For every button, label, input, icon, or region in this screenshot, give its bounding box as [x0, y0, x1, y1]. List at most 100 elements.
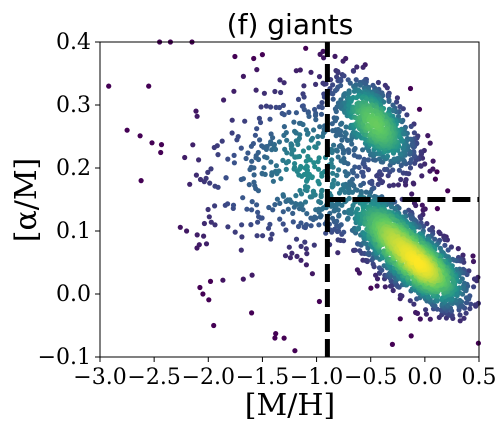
scatter-point	[270, 207, 276, 213]
scatter-point	[374, 283, 380, 289]
scatter-point	[360, 64, 366, 70]
scatter-point	[304, 251, 310, 257]
scatter-point	[394, 99, 400, 105]
scatter-point	[368, 285, 374, 291]
scatter-point	[238, 247, 244, 253]
scatter-point	[303, 262, 309, 268]
scatter-point	[475, 340, 481, 346]
scatter-point	[427, 140, 433, 146]
scatter-point	[223, 175, 229, 181]
scatter-point	[256, 214, 262, 220]
scatter-point	[316, 198, 322, 205]
scatter-point	[230, 202, 237, 208]
scatter-point	[346, 195, 352, 202]
scatter-point	[295, 96, 302, 102]
scatter-point	[205, 169, 211, 175]
scatter-point	[408, 157, 414, 163]
chart-title: (f) giants	[227, 8, 354, 41]
scatter-point	[281, 335, 287, 341]
scatter-point	[193, 172, 199, 178]
scatter-point	[158, 142, 165, 148]
scatter-point	[360, 173, 366, 179]
scatter-point	[283, 166, 289, 172]
scatter-point	[225, 224, 231, 230]
scatter-point	[281, 80, 287, 86]
scatter-point	[389, 341, 395, 347]
scatter-point	[292, 348, 298, 354]
scatter-point	[225, 201, 231, 207]
scatter-point	[302, 199, 309, 205]
scatter-point	[455, 246, 461, 252]
scatter-point	[267, 141, 274, 147]
scatter-point	[277, 200, 283, 206]
scatter-point	[282, 253, 289, 259]
x-tick-label: −2.0	[182, 365, 235, 390]
scatter-point	[354, 64, 360, 70]
scatter-point	[409, 141, 415, 148]
scatter-point	[281, 112, 287, 118]
scatter-point	[419, 240, 425, 246]
scatter-point	[315, 166, 322, 172]
scatter-point	[316, 222, 322, 228]
scatter-point	[272, 88, 278, 95]
scatter-point	[463, 310, 469, 316]
scatter-point	[206, 297, 212, 303]
scatter-point	[312, 144, 318, 150]
scatter-point	[304, 131, 311, 137]
scatter-point	[471, 284, 477, 290]
scatter-point	[312, 214, 318, 220]
scatter-point	[391, 156, 397, 162]
scatter-point	[146, 83, 152, 89]
y-tick-label: 0.1	[56, 219, 91, 244]
scatter-point	[278, 176, 284, 182]
scatter-point	[337, 132, 344, 138]
scatter-point	[414, 310, 421, 316]
scatter-point	[306, 145, 312, 151]
scatter-point	[315, 140, 321, 146]
scatter-point	[461, 315, 467, 321]
scatter-point	[399, 293, 405, 299]
scatter-point	[407, 85, 414, 92]
scatter-point	[272, 146, 279, 152]
scatter-point	[330, 96, 336, 102]
scatter-point	[303, 158, 309, 164]
scatter-point	[293, 193, 299, 199]
scatter-point	[293, 201, 299, 207]
scatter-point	[290, 219, 296, 225]
scatter-point	[330, 128, 336, 134]
scatter-point	[238, 145, 244, 151]
scatter-point	[460, 252, 466, 258]
y-axis-ticks: −0.1 0.0 0.1 0.2 0.3 0.4	[38, 30, 100, 370]
scatter-point	[246, 182, 252, 188]
x-axis-ticks: −3.0 −2.5 −2.0 −1.5 −1.0 −0.5 0.0 0.5	[73, 357, 497, 390]
x-tick-label: −0.5	[344, 365, 397, 390]
scatter-point	[408, 333, 414, 339]
scatter-point	[468, 301, 474, 307]
scatter-point	[396, 205, 402, 211]
scatter-point	[334, 86, 340, 92]
scatter-point	[334, 115, 340, 121]
scatter-point	[446, 296, 452, 302]
scatter-point	[290, 210, 296, 216]
scatter-point	[259, 52, 265, 58]
scatter-point	[338, 158, 344, 164]
scatter-point	[409, 191, 415, 197]
scatter-point	[348, 211, 354, 217]
scatter-point	[442, 253, 448, 259]
scatter-point	[298, 220, 304, 226]
scatter-point	[442, 242, 448, 248]
scatter-point	[335, 228, 342, 234]
scatter-point	[425, 133, 431, 139]
scatter-point	[207, 180, 213, 186]
scatter-point	[443, 315, 449, 321]
scatter-point	[387, 162, 393, 168]
scatter-point	[338, 78, 344, 84]
scatter-point	[197, 284, 203, 291]
scatter-point	[137, 133, 143, 139]
scatter-point	[373, 120, 379, 127]
scatter-point	[124, 127, 130, 133]
scatter-point	[346, 190, 352, 196]
scatter-point	[351, 152, 357, 158]
scatter-point	[245, 150, 251, 156]
scatter-point	[338, 222, 344, 228]
